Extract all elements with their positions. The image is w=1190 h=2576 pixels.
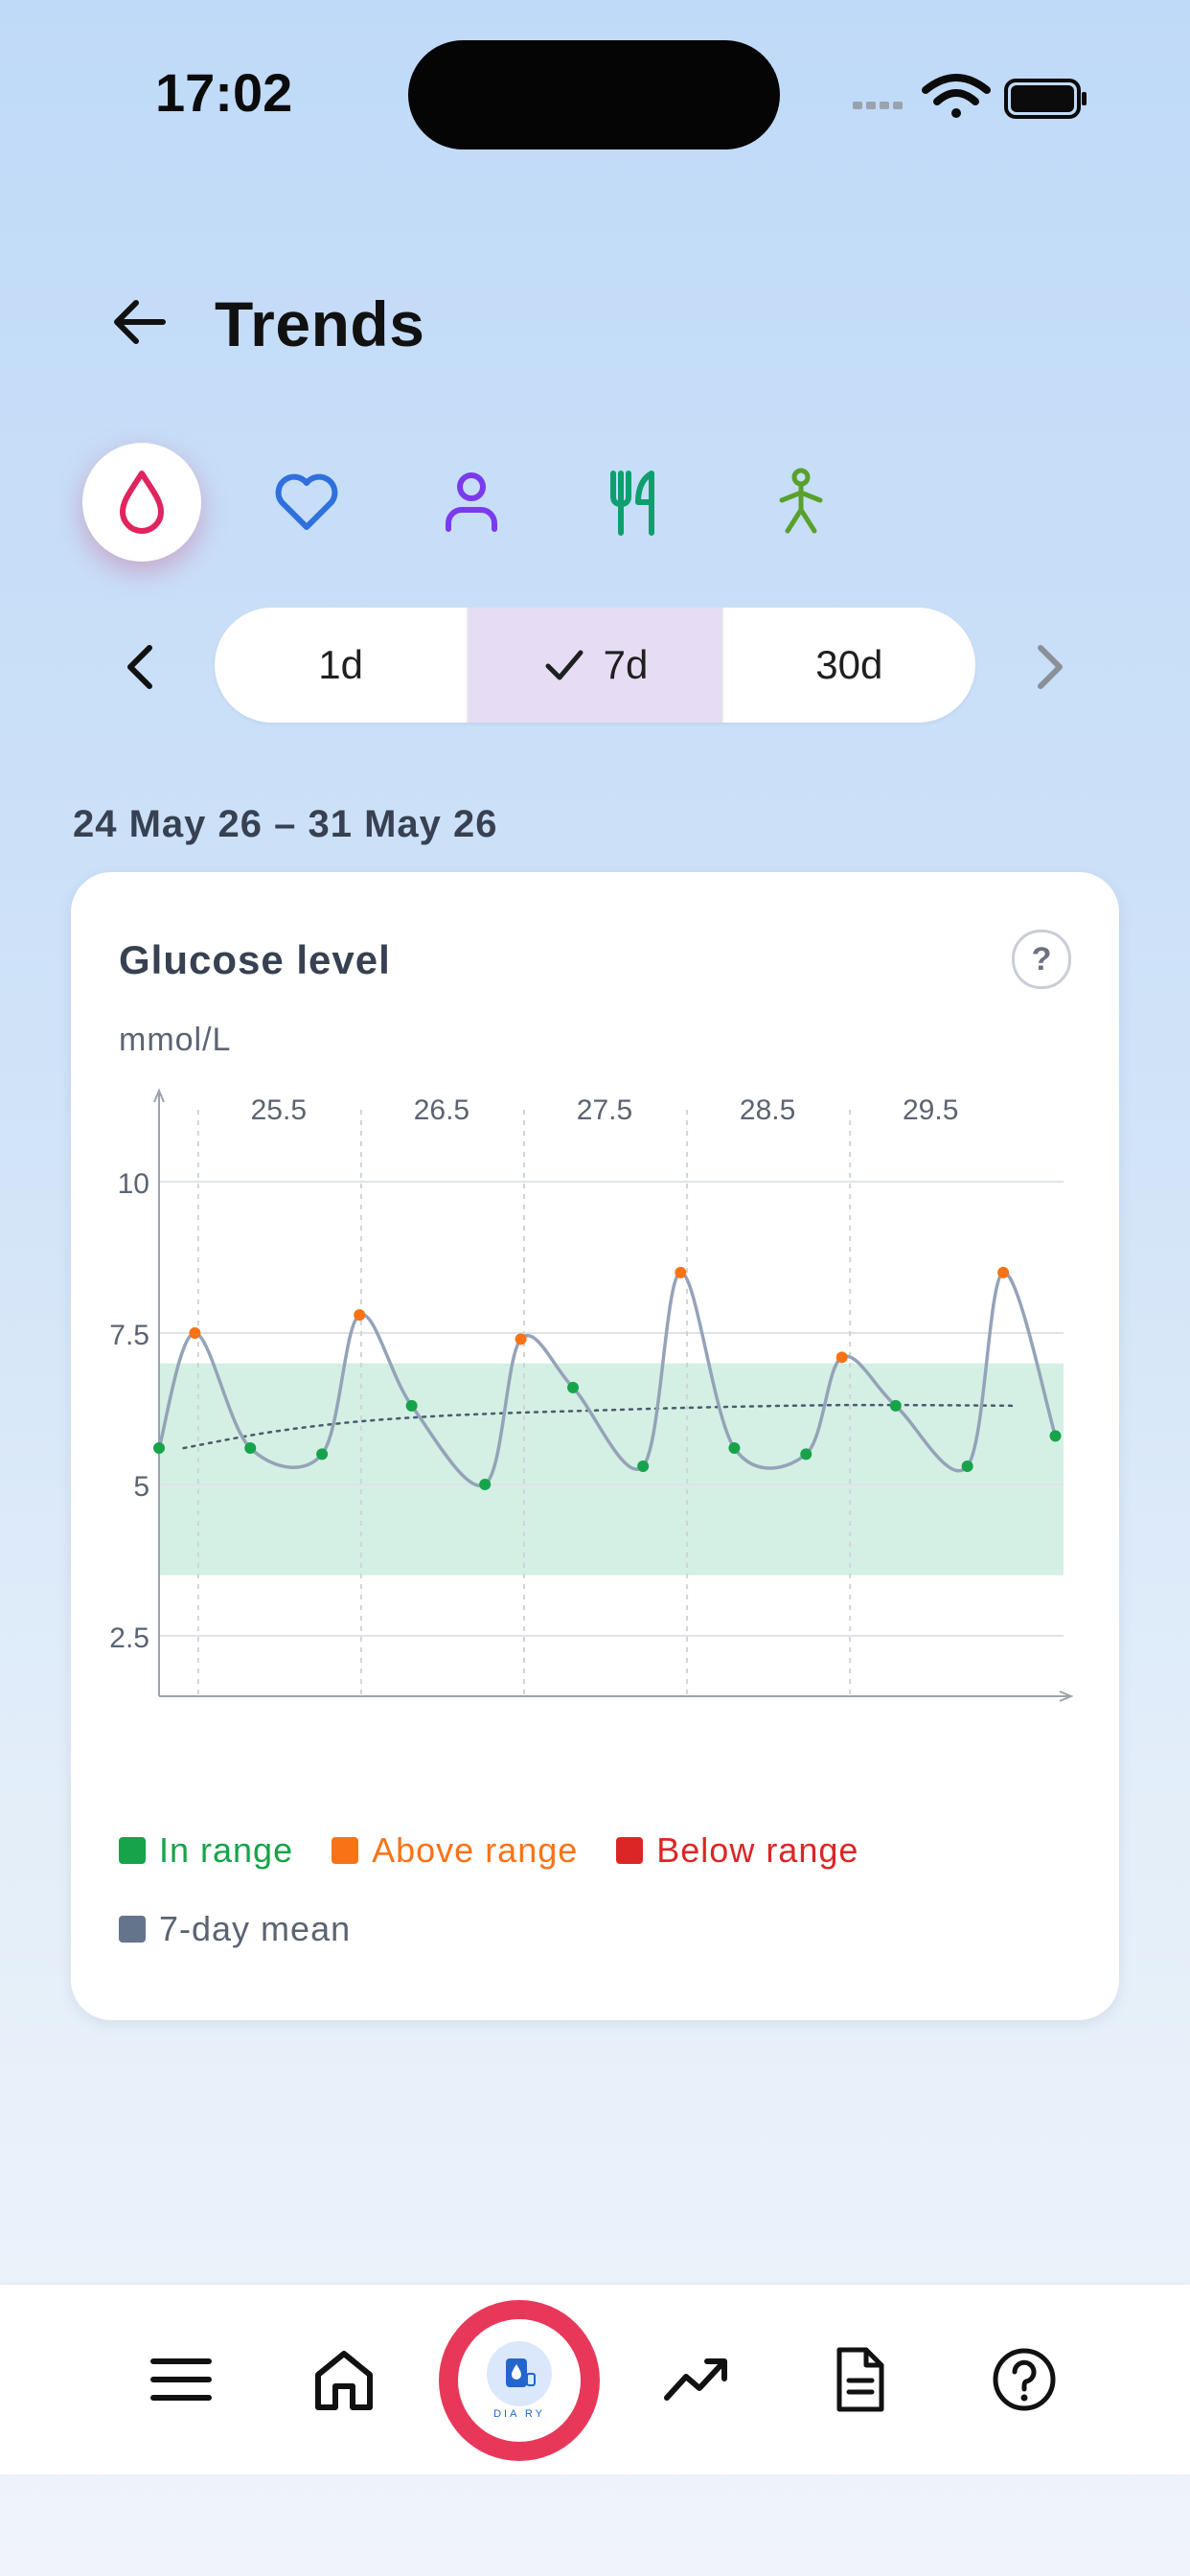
y-tick-label: 10	[118, 1168, 149, 1200]
wifi-icon	[922, 74, 991, 118]
legend-label: 7-day mean	[159, 1909, 352, 1948]
nav-report[interactable]	[826, 2346, 893, 2413]
diary-logo-icon	[487, 2341, 552, 2406]
x-tick-label: 29.5	[903, 1094, 958, 1126]
data-point	[405, 1399, 418, 1412]
help-circle-icon	[993, 2348, 1056, 2411]
x-tick-label: 26.5	[414, 1094, 469, 1126]
data-point	[1049, 1430, 1062, 1442]
data-point	[479, 1478, 492, 1490]
data-point	[637, 1460, 650, 1472]
data-point	[835, 1351, 848, 1364]
status-icons	[853, 74, 1087, 119]
legend-swatch	[119, 1837, 146, 1864]
category-activity[interactable]	[742, 443, 860, 562]
page-title: Trends	[215, 288, 425, 359]
mean-line	[182, 1403, 1017, 1450]
data-point	[189, 1327, 201, 1340]
data-point	[728, 1442, 741, 1455]
cellular-signal-icon	[853, 102, 903, 109]
check-icon	[545, 650, 584, 680]
document-icon	[836, 2347, 884, 2412]
unit-label: mmol/L	[119, 1022, 232, 1058]
home-icon	[315, 2351, 373, 2410]
data-point	[244, 1442, 257, 1455]
data-point	[354, 1309, 366, 1322]
card-title: Glucose level	[119, 937, 391, 982]
data-point	[153, 1442, 165, 1455]
period-option-label: 30d	[815, 642, 883, 687]
y-tick-label: 7.5	[109, 1320, 149, 1351]
period-selector: 1d 7d 30d	[215, 608, 975, 723]
nav-trends[interactable]	[663, 2346, 730, 2413]
chevron-left-icon[interactable]	[113, 638, 171, 696]
dynamic-island	[408, 40, 780, 150]
hamburger-menu-icon	[150, 2358, 212, 2401]
diary-logo-label: DIA RY	[493, 2408, 545, 2420]
legend-label: In range	[159, 1830, 294, 1870]
x-tick-label: 28.5	[740, 1094, 795, 1126]
nav-menu[interactable]	[148, 2346, 215, 2413]
period-option-7d[interactable]: 7d	[469, 608, 723, 723]
nav-diary[interactable]: DIA RY	[439, 2300, 600, 2461]
category-profile[interactable]	[412, 443, 531, 562]
legend-swatch	[616, 1837, 644, 1864]
chart-legend: In range Above range Below range 7-day mean	[119, 1830, 1077, 1988]
data-point	[316, 1448, 329, 1460]
chevron-right-icon[interactable]	[1019, 638, 1077, 696]
data-point	[567, 1381, 580, 1393]
data-point	[961, 1460, 973, 1472]
period-option-30d[interactable]: 30d	[723, 608, 975, 723]
nav-home[interactable]	[310, 2346, 378, 2413]
walking-icon	[779, 468, 823, 534]
glucose-chart: 10 7.5 5 2.5 25.5 26.5 27.5 28.5 29.5	[109, 1088, 1074, 1702]
y-tick-label: 2.5	[109, 1622, 149, 1654]
data-point	[889, 1399, 902, 1412]
x-tick-label: 25.5	[251, 1094, 307, 1126]
glucose-card: Glucose level ? mmol/L 10 7.5 5 2.5 25.5 26.5…	[71, 872, 1119, 2020]
period-option-1d[interactable]: 1d	[215, 608, 469, 723]
help-button[interactable]: ?	[1012, 930, 1071, 989]
data-point	[675, 1266, 687, 1278]
data-point	[800, 1448, 812, 1460]
data-point	[997, 1266, 1010, 1278]
heart-icon	[275, 473, 338, 530]
x-axis-arrow	[1059, 1690, 1074, 1702]
person-icon	[446, 472, 497, 532]
legend-label: Below range	[656, 1830, 859, 1870]
target-range-band	[159, 1363, 1064, 1576]
y-axis-arrow	[153, 1088, 165, 1103]
legend-row: In range Above range Below range	[119, 1830, 1077, 1871]
category-food[interactable]	[577, 443, 696, 562]
date-range-label: 24 May 26 – 31 May 26	[73, 803, 498, 845]
legend-label: Above range	[372, 1830, 579, 1870]
status-time: 17:02	[155, 62, 293, 123]
fork-knife-icon	[610, 471, 654, 536]
blood-drop-icon	[120, 471, 164, 534]
legend-swatch	[119, 1916, 146, 1943]
x-tick-label: 27.5	[577, 1094, 632, 1126]
legend-item: Above range	[332, 1830, 578, 1871]
legend-item: 7-day mean	[119, 1909, 351, 1949]
legend-swatch	[332, 1837, 359, 1864]
legend-item: Below range	[616, 1830, 858, 1871]
battery-icon	[1004, 79, 1087, 119]
legend-row: 7-day mean	[119, 1909, 1077, 1949]
period-option-label: 1d	[318, 642, 364, 687]
y-tick-label: 5	[133, 1471, 149, 1503]
data-point	[515, 1333, 527, 1346]
period-option-label: 7d	[603, 642, 649, 687]
category-glucose[interactable]	[82, 443, 201, 562]
arrow-left-icon[interactable]	[109, 291, 171, 353]
legend-item: In range	[119, 1830, 293, 1871]
trending-up-icon	[664, 2358, 727, 2401]
nav-help[interactable]	[991, 2346, 1058, 2413]
category-heart[interactable]	[247, 443, 366, 562]
